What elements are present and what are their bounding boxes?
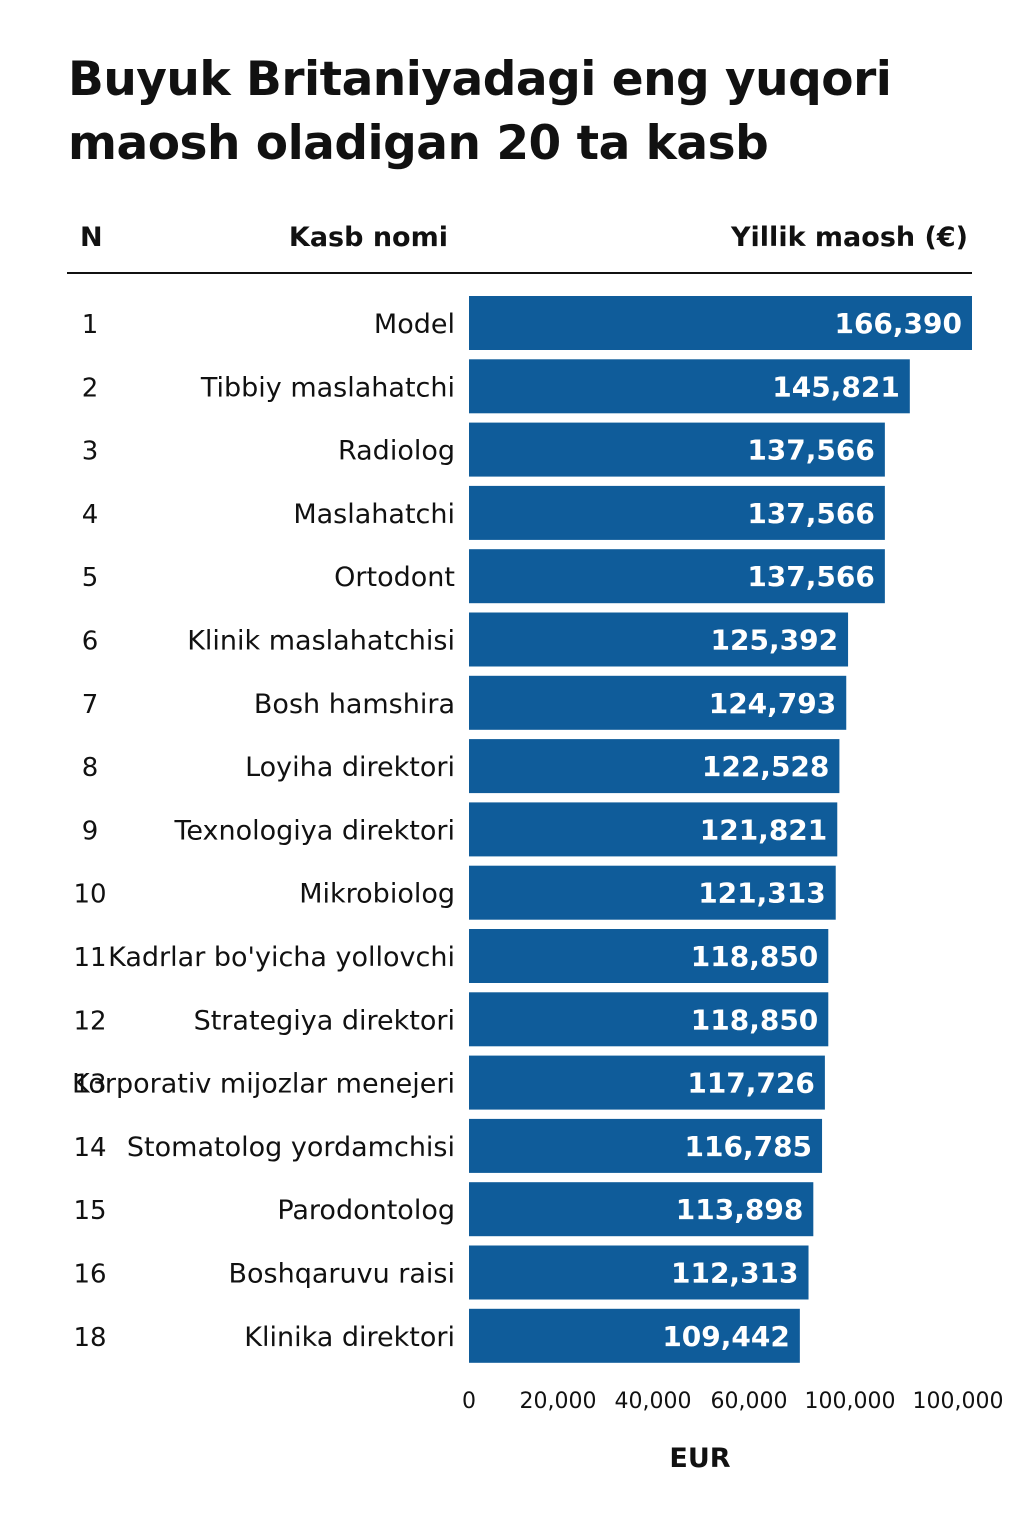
category-label: Radiolog xyxy=(338,436,455,467)
category-label: Loyiha direktori xyxy=(245,752,455,783)
category-label: Klinik maslahatchisi xyxy=(187,626,455,657)
value-label: 145,821 xyxy=(772,370,900,403)
chart-title: Buyuk Britaniyadagi eng yuqori maosh ola… xyxy=(68,48,968,176)
column-header-rank: N xyxy=(80,222,103,253)
x-tick-label: 60,000 xyxy=(711,1389,788,1414)
category-label: Model xyxy=(374,309,455,340)
bar xyxy=(469,1308,800,1363)
bar xyxy=(469,865,836,920)
bar xyxy=(469,992,829,1047)
column-header-name: Kasb nomi xyxy=(288,222,448,253)
category-label: Stomatolog yordamchisi xyxy=(127,1132,455,1163)
value-label: 121,821 xyxy=(700,813,828,846)
row-rank: 14 xyxy=(73,1133,106,1163)
row-rank: 8 xyxy=(82,753,99,783)
row-rank: 10 xyxy=(73,880,106,910)
x-tick-label: 20,000 xyxy=(520,1389,597,1414)
value-label: 122,528 xyxy=(702,750,830,783)
value-label: 118,850 xyxy=(691,1003,819,1036)
x-tick-label: 100,000 xyxy=(805,1389,896,1414)
bar xyxy=(469,929,829,983)
bars-group: 1 Model 166,390 2 Tibbiy maslahatchi 145,821 3… xyxy=(72,296,972,1363)
value-label: 113,898 xyxy=(676,1193,804,1226)
value-label: 124,793 xyxy=(709,687,837,720)
value-label: 117,726 xyxy=(687,1067,815,1100)
x-tick-label: 100,000 xyxy=(913,1389,1004,1414)
header-divider xyxy=(67,272,972,274)
row-rank: 5 xyxy=(82,563,99,593)
category-label: Tibbiy maslahatchi xyxy=(200,372,455,403)
category-label: Boshqaruvu raisi xyxy=(228,1259,455,1290)
row-rank: 1 xyxy=(82,310,99,340)
row-rank: 13 xyxy=(73,1070,106,1100)
row-rank: 2 xyxy=(82,373,99,403)
category-label: Kadrlar bo'yicha yollovchi xyxy=(108,942,455,973)
row-rank: 15 xyxy=(73,1196,106,1226)
category-label: Mikrobiolog xyxy=(299,879,455,910)
bar xyxy=(469,802,838,857)
bar xyxy=(469,549,885,604)
bar xyxy=(469,1182,814,1237)
category-label: Korporativ mijozlar menejeri xyxy=(72,1069,455,1100)
x-axis-ticks: 0 20,000 40,000 60,000 100,000 100,000 xyxy=(462,1389,1003,1414)
bar xyxy=(469,422,885,477)
value-label: 137,566 xyxy=(747,434,875,467)
chart-title-line-2: maosh oladigan 20 ta kasb xyxy=(68,116,769,171)
value-label: 109,442 xyxy=(662,1320,790,1353)
value-label: 137,566 xyxy=(747,497,875,530)
category-label: Ortodont xyxy=(334,562,455,593)
value-label: 166,390 xyxy=(834,307,962,340)
bar xyxy=(469,739,840,794)
bar xyxy=(469,1055,825,1110)
value-label: 121,313 xyxy=(698,877,826,910)
category-label: Maslahatchi xyxy=(293,499,455,530)
x-axis-label: EUR xyxy=(669,1443,730,1474)
bar xyxy=(469,675,847,730)
value-label: 116,785 xyxy=(685,1130,813,1163)
row-rank: 9 xyxy=(82,816,99,846)
row-rank: 16 xyxy=(73,1260,106,1290)
bar xyxy=(469,296,972,350)
value-label: 137,566 xyxy=(747,560,875,593)
value-label: 118,850 xyxy=(691,940,819,973)
category-label: Texnologiya direktori xyxy=(173,815,455,846)
row-rank: 18 xyxy=(73,1323,106,1353)
value-label: 125,392 xyxy=(711,624,839,657)
row-rank: 4 xyxy=(82,500,99,530)
bar xyxy=(469,1118,823,1173)
row-rank: 3 xyxy=(82,437,99,467)
value-label: 112,313 xyxy=(671,1257,799,1290)
bar xyxy=(469,485,885,540)
bar xyxy=(469,359,910,414)
category-label: Parodontolog xyxy=(277,1195,455,1226)
chart-title-line-1: Buyuk Britaniyadagi eng yuqori xyxy=(68,52,892,107)
row-rank: 7 xyxy=(82,690,99,720)
row-rank: 6 xyxy=(82,627,99,657)
row-rank: 12 xyxy=(73,1006,106,1036)
category-label: Strategiya direktori xyxy=(194,1005,455,1036)
category-label: Bosh hamshira xyxy=(254,689,455,720)
x-tick-label: 0 xyxy=(462,1389,476,1414)
bar xyxy=(469,1245,809,1300)
category-label: Klinika direktori xyxy=(244,1322,455,1353)
row-rank: 11 xyxy=(73,943,106,973)
bar xyxy=(469,612,849,667)
x-tick-label: 40,000 xyxy=(615,1389,692,1414)
column-header-value: Yillik maosh (€) xyxy=(731,222,968,253)
